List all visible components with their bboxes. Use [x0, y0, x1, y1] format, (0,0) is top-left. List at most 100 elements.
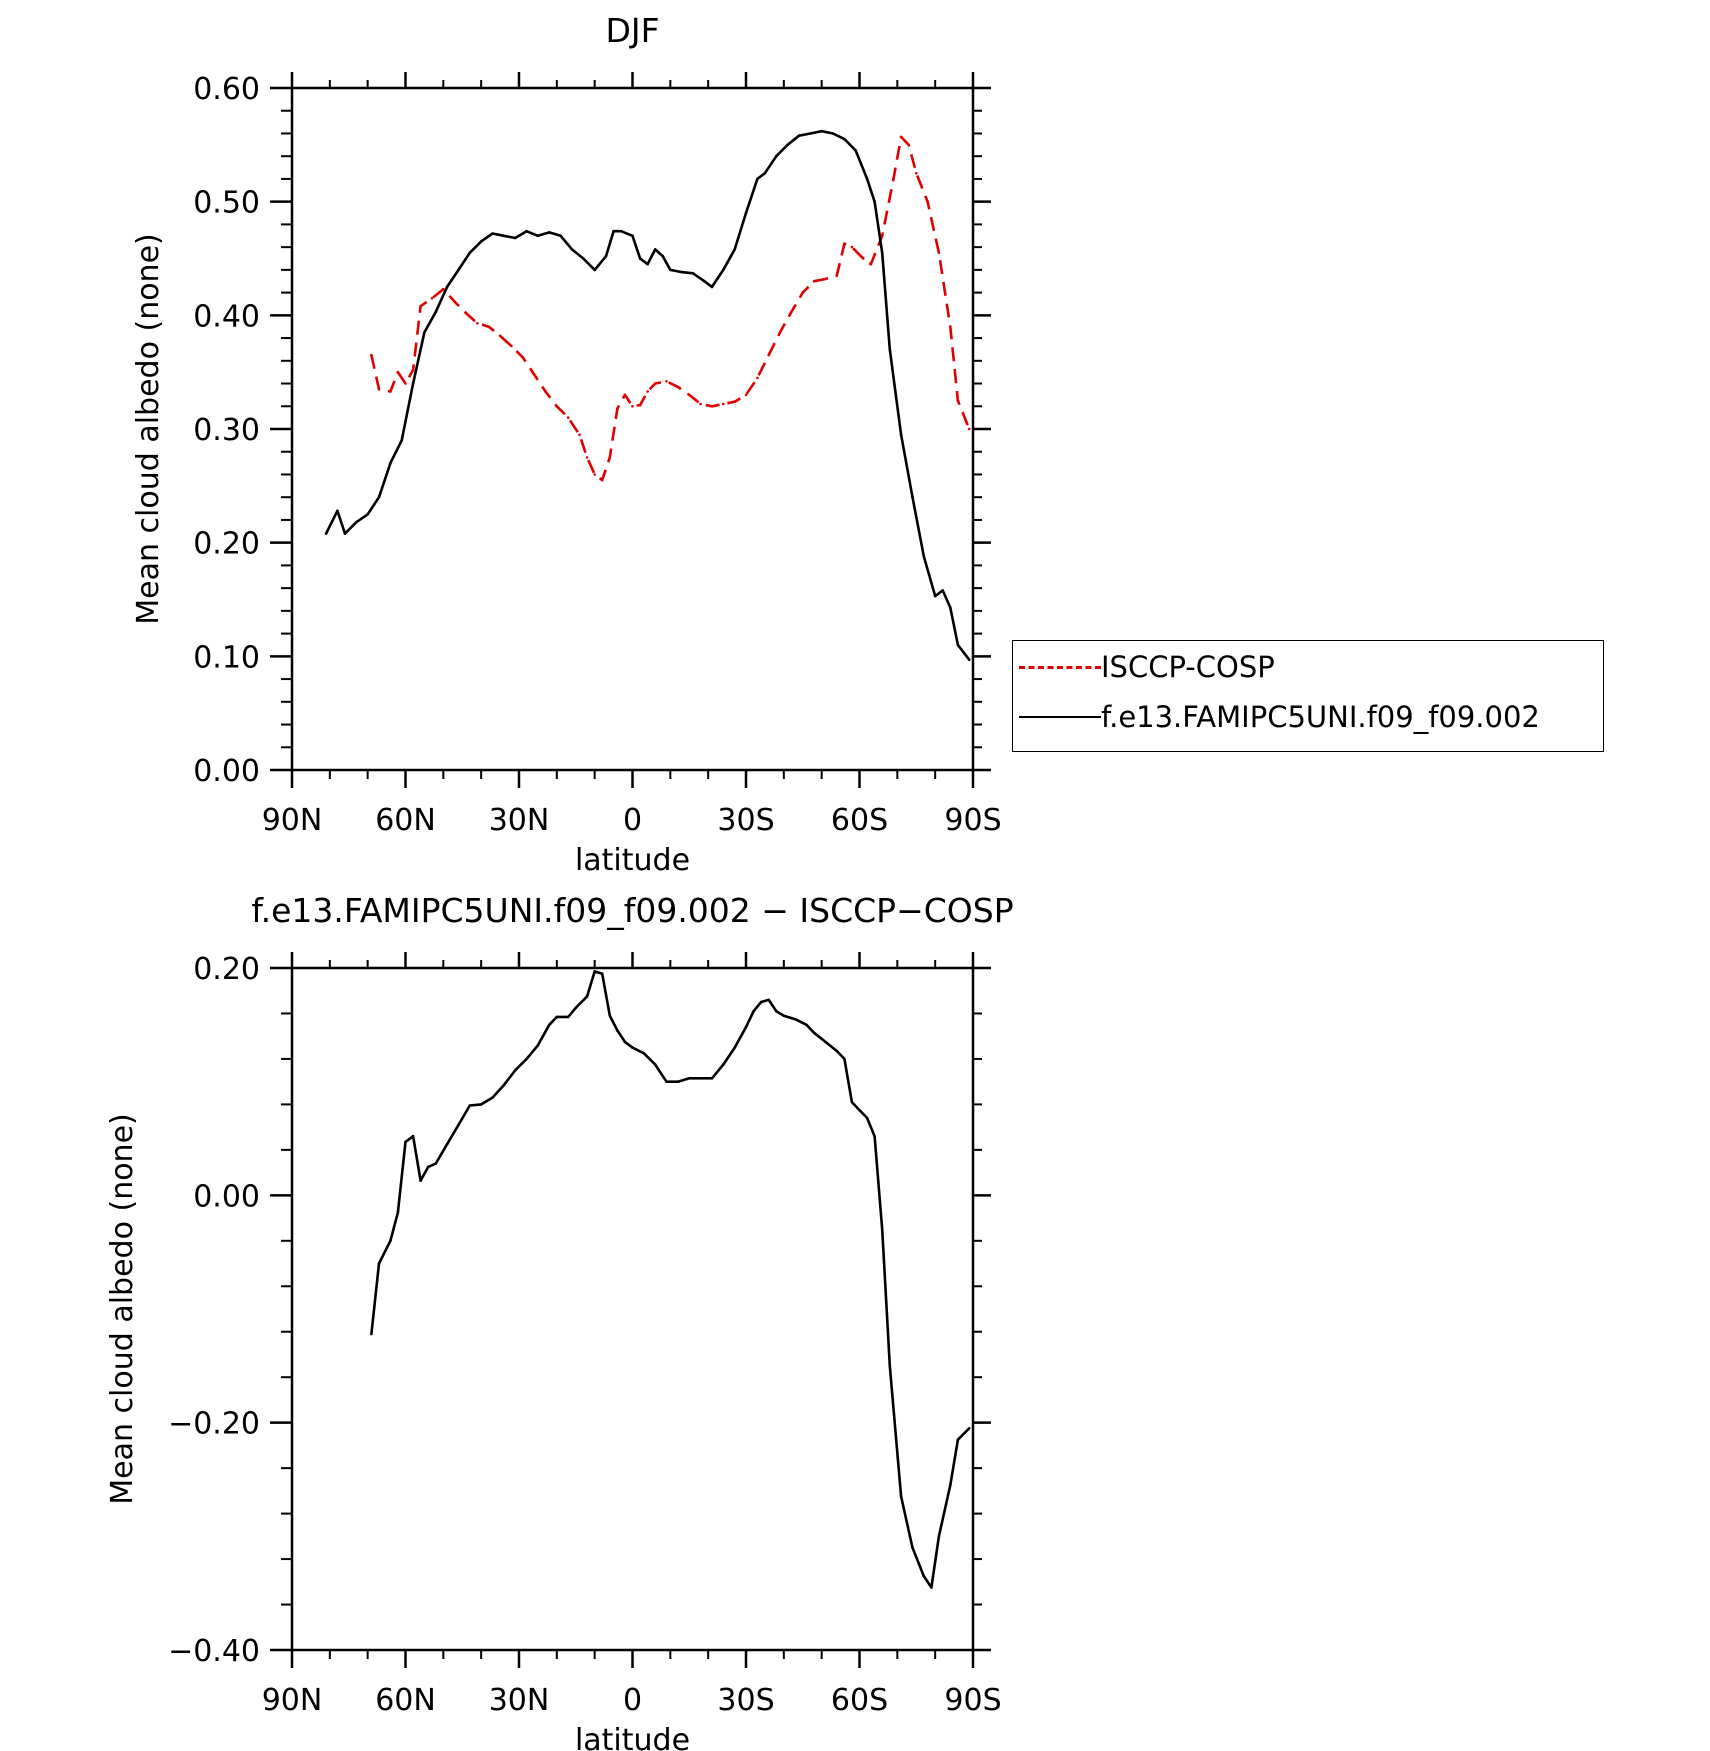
- data-point-difference: [513, 1069, 517, 1072]
- data-point-difference: [479, 1103, 483, 1106]
- data-point-f-e13-famipc5uni-f09-f09-002: [400, 439, 404, 442]
- data-point-isccp-cosp: [453, 300, 457, 304]
- data-point-f-e13-famipc5uni-f09-f09-002: [355, 520, 358, 524]
- y-tick-label: 0.60: [193, 72, 260, 107]
- data-point-f-e13-famipc5uni-f09-f09-002: [941, 589, 944, 592]
- data-point-f-e13-famipc5uni-f09-f09-002: [631, 234, 634, 238]
- data-point-isccp-cosp: [476, 322, 479, 325]
- data-point-difference: [396, 1211, 400, 1214]
- data-point-difference: [574, 1006, 578, 1010]
- data-point-isccp-cosp: [790, 310, 793, 314]
- y-tick-label: −0.20: [168, 1407, 260, 1442]
- data-point-difference: [812, 1031, 816, 1035]
- data-point-difference: [858, 1108, 861, 1112]
- data-point-f-e13-famipc5uni-f09-f09-002: [434, 310, 438, 314]
- data-point-difference: [699, 1077, 702, 1080]
- data-point-difference: [600, 972, 604, 975]
- legend-swatch-solid-black: [1019, 716, 1101, 718]
- data-point-isccp-cosp: [710, 405, 714, 408]
- data-point-f-e13-famipc5uni-f09-f09-002: [763, 171, 767, 175]
- data-point-isccp-cosp: [699, 402, 702, 406]
- data-point-f-e13-famipc5uni-f09-f09-002: [324, 532, 328, 535]
- data-point-difference: [585, 995, 589, 998]
- data-point-isccp-cosp: [389, 390, 392, 393]
- data-point-f-e13-famipc5uni-f09-f09-002: [513, 236, 517, 240]
- data-point-f-e13-famipc5uni-f09-f09-002: [479, 240, 483, 243]
- legend: ISCCP-COSP f.e13.FAMIPC5UNI.f09_f09.002: [1012, 640, 1604, 752]
- data-point-difference: [888, 1364, 892, 1368]
- data-point-difference: [688, 1077, 691, 1080]
- x-tick-label: 30N: [489, 803, 550, 838]
- data-point-isccp-cosp: [676, 385, 680, 389]
- data-point-difference: [419, 1179, 422, 1182]
- data-point-f-e13-famipc5uni-f09-f09-002: [445, 285, 449, 289]
- data-point-difference: [548, 1023, 551, 1027]
- data-point-isccp-cosp: [937, 251, 941, 255]
- data-point-isccp-cosp: [646, 390, 649, 393]
- data-point-f-e13-famipc5uni-f09-f09-002: [911, 495, 914, 499]
- data-point-difference: [843, 1057, 846, 1061]
- data-point-difference: [608, 1014, 612, 1017]
- data-point-f-e13-famipc5uni-f09-f09-002: [680, 270, 683, 274]
- data-point-f-e13-famipc5uni-f09-f09-002: [582, 257, 585, 260]
- data-point-f-e13-famipc5uni-f09-f09-002: [949, 606, 952, 609]
- data-point-f-e13-famipc5uni-f09-f09-002: [710, 285, 714, 289]
- data-point-difference: [445, 1142, 449, 1146]
- legend-label-isccp-cosp: ISCCP-COSP: [1101, 650, 1275, 684]
- data-point-isccp-cosp: [767, 353, 770, 357]
- data-point-isccp-cosp: [532, 373, 536, 376]
- data-point-difference: [922, 1574, 926, 1578]
- x-axis-label: latitude: [575, 1723, 690, 1751]
- data-point-difference: [744, 1025, 748, 1029]
- data-point-isccp-cosp: [638, 403, 642, 407]
- data-point-isccp-cosp: [623, 393, 627, 397]
- data-point-difference: [930, 1586, 933, 1589]
- data-point-difference: [434, 1162, 438, 1165]
- data-point-difference: [370, 1332, 373, 1336]
- x-tick-label: 0: [623, 803, 642, 838]
- data-point-difference: [404, 1140, 407, 1144]
- data-point-isccp-cosp: [616, 407, 619, 410]
- data-point-f-e13-famipc5uni-f09-f09-002: [809, 132, 812, 135]
- data-point-f-e13-famipc5uni-f09-f09-002: [457, 268, 460, 272]
- data-point-isccp-cosp: [498, 334, 502, 338]
- data-point-difference: [623, 1040, 627, 1044]
- y-tick-label: −0.40: [168, 1634, 260, 1669]
- data-point-difference: [411, 1134, 415, 1138]
- data-point-f-e13-famipc5uni-f09-f09-002: [502, 234, 506, 238]
- data-point-f-e13-famipc5uni-f09-f09-002: [956, 643, 960, 647]
- data-point-isccp-cosp: [377, 387, 381, 391]
- data-point-isccp-cosp: [419, 304, 422, 308]
- y-tick-label: 0.50: [193, 186, 260, 221]
- data-point-difference: [642, 1052, 646, 1055]
- data-point-f-e13-famipc5uni-f09-f09-002: [468, 251, 472, 255]
- data-point-isccp-cosp: [430, 297, 434, 300]
- data-point-f-e13-famipc5uni-f09-f09-002: [423, 331, 426, 334]
- x-tick-label: 30S: [717, 803, 774, 838]
- data-point-difference: [616, 1029, 619, 1032]
- data-point-difference: [502, 1083, 506, 1087]
- data-point-f-e13-famipc5uni-f09-f09-002: [922, 555, 926, 558]
- series-line-f-e13-famipc5uni-f09-f09-002: [324, 129, 971, 661]
- data-point-f-e13-famipc5uni-f09-f09-002: [733, 248, 736, 251]
- data-point-difference: [389, 1239, 392, 1243]
- chart-title: DJF: [605, 11, 659, 50]
- data-point-isccp-cosp: [907, 143, 910, 147]
- data-point-difference: [536, 1044, 540, 1047]
- data-point-isccp-cosp: [722, 402, 725, 406]
- x-tick-label: 30S: [717, 1683, 774, 1718]
- data-point-f-e13-famipc5uni-f09-f09-002: [548, 231, 551, 234]
- data-point-f-e13-famipc5uni-f09-f09-002: [899, 433, 903, 437]
- data-point-f-e13-famipc5uni-f09-f09-002: [797, 134, 801, 137]
- data-point-f-e13-famipc5uni-f09-f09-002: [843, 137, 846, 141]
- data-point-isccp-cosp: [778, 331, 782, 334]
- data-point-difference: [880, 1228, 884, 1231]
- data-point-isccp-cosp: [608, 456, 612, 459]
- data-point-isccp-cosp: [812, 279, 816, 283]
- data-point-isccp-cosp: [915, 171, 918, 175]
- data-point-difference: [865, 1116, 869, 1120]
- data-point-isccp-cosp: [510, 344, 513, 348]
- data-point-f-e13-famipc5uni-f09-f09-002: [491, 232, 494, 235]
- data-point-isccp-cosp: [926, 200, 929, 203]
